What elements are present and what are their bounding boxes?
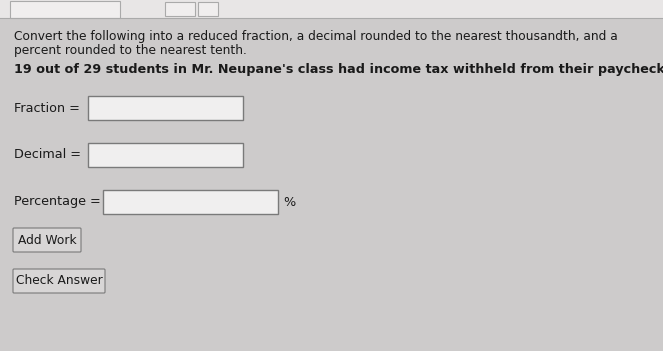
- FancyBboxPatch shape: [10, 1, 120, 18]
- FancyBboxPatch shape: [165, 2, 195, 16]
- FancyBboxPatch shape: [103, 190, 278, 214]
- FancyBboxPatch shape: [13, 269, 105, 293]
- Text: Add Work: Add Work: [18, 233, 76, 246]
- FancyBboxPatch shape: [88, 96, 243, 120]
- FancyBboxPatch shape: [198, 2, 218, 16]
- Text: Percentage =: Percentage =: [14, 196, 101, 208]
- Text: Check Answer: Check Answer: [16, 274, 102, 287]
- FancyBboxPatch shape: [88, 143, 243, 167]
- Text: Fraction =: Fraction =: [14, 101, 80, 114]
- Text: %: %: [283, 196, 295, 208]
- Text: 19 out of 29 students in Mr. Neupane's class had income tax withheld from their : 19 out of 29 students in Mr. Neupane's c…: [14, 63, 663, 76]
- FancyBboxPatch shape: [13, 228, 81, 252]
- Text: Decimal =: Decimal =: [14, 148, 81, 161]
- Text: Convert the following into a reduced fraction, a decimal rounded to the nearest : Convert the following into a reduced fra…: [14, 30, 618, 43]
- Text: percent rounded to the nearest tenth.: percent rounded to the nearest tenth.: [14, 44, 247, 57]
- FancyBboxPatch shape: [0, 0, 663, 18]
